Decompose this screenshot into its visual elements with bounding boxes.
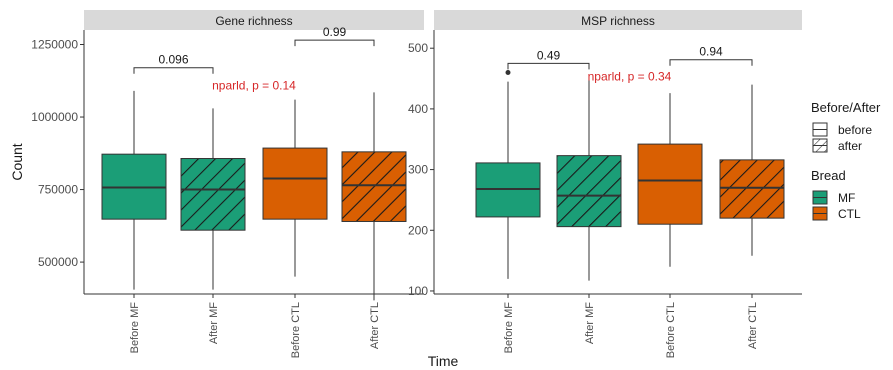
legend-key-ctl xyxy=(812,206,828,221)
legend: Before/After before after Bread MF CTL xyxy=(811,100,881,221)
panel-gene-richness: Gene richness 500000 750000 1000000 1250000… xyxy=(9,10,424,358)
significance-bracket xyxy=(669,59,753,66)
y-tick-label: 100 xyxy=(408,284,428,298)
box-hatch xyxy=(342,151,406,222)
box-outline xyxy=(180,158,246,231)
bracket-p-value: 0.49 xyxy=(537,48,561,62)
y-tick-label: 500000 xyxy=(38,255,78,269)
x-tick-label: After CTL xyxy=(747,302,759,349)
x-tick-label: Before CTL xyxy=(290,302,302,358)
bracket-p-value: 0.94 xyxy=(699,45,723,59)
box-outline xyxy=(262,147,328,220)
legend-key-after xyxy=(812,138,828,153)
legend-label-ctl: CTL xyxy=(838,207,861,221)
significance-bracket xyxy=(133,67,214,74)
y-tick-label: 500 xyxy=(408,41,428,55)
strip-background xyxy=(84,10,424,30)
panel-title: MSP richness xyxy=(581,14,655,28)
box-hatch xyxy=(557,155,621,227)
x-tick-label: After MF xyxy=(208,302,220,344)
y-tick-label: 300 xyxy=(408,163,428,177)
test-annotation: nparld, p = 0.14 xyxy=(212,78,296,92)
x-tick-label: After MF xyxy=(584,302,596,344)
y-tick-label: 400 xyxy=(408,102,428,116)
x-tick-label: After CTL xyxy=(369,302,381,349)
panel-title: Gene richness xyxy=(215,14,292,28)
x-tick-label: Before MF xyxy=(129,302,141,354)
bracket-p-value: 0.096 xyxy=(158,53,188,67)
legend-label-mf: MF xyxy=(838,191,855,205)
box-outline xyxy=(719,159,785,219)
y-tick-label: 1250000 xyxy=(31,38,78,52)
box-before-ctl xyxy=(638,144,702,225)
panel-msp-richness: MSP richness 100 200 300 400 500 Before MF Aft… xyxy=(408,10,802,358)
box-outline xyxy=(637,143,703,225)
box-hatch xyxy=(181,158,245,231)
legend-title-bread: Bread xyxy=(811,168,846,183)
y-tick-label: 1000000 xyxy=(31,110,78,124)
y-axis-label: Count xyxy=(9,143,25,180)
strip-background xyxy=(434,10,802,30)
x-tick-label: Before CTL xyxy=(665,302,677,358)
y-tick-label: 200 xyxy=(408,223,428,237)
legend-title-before-after: Before/After xyxy=(811,100,881,115)
significance-bracket xyxy=(507,62,590,70)
y-tick-label: 750000 xyxy=(38,183,78,197)
legend-key-before xyxy=(812,122,828,137)
x-axis-label: Time xyxy=(428,353,459,369)
box-before-ctl xyxy=(263,148,327,220)
legend-key-mf xyxy=(812,190,828,205)
outlier-point xyxy=(505,69,511,75)
significance-bracket xyxy=(294,39,375,47)
box-hatch xyxy=(720,159,784,219)
legend-label-after: after xyxy=(838,139,862,153)
bracket-p-value: 0.99 xyxy=(323,25,347,39)
test-annotation: nparld, p = 0.34 xyxy=(588,69,672,83)
x-tick-label: Before MF xyxy=(503,302,515,354)
legend-label-before: before xyxy=(838,123,872,137)
box-outline xyxy=(556,155,622,228)
box-outline xyxy=(341,151,407,222)
